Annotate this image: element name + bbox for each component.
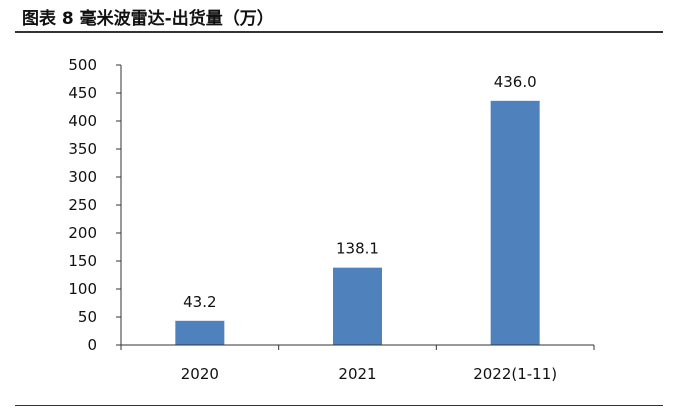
x-tick-label: 2021	[338, 365, 376, 383]
data-label: 43.2	[183, 293, 216, 311]
y-tick-label: 500	[68, 56, 97, 74]
y-tick-label: 200	[68, 224, 97, 242]
bottom-rule	[15, 405, 663, 406]
figure-title: 图表 8 毫米波雷达-出货量（万）	[22, 9, 274, 29]
y-tick-label: 450	[68, 84, 97, 102]
data-label: 138.1	[336, 240, 379, 258]
y-axis: 0 50 100 150 200 250 300 350 400 450 500	[68, 56, 122, 354]
bars: 43.2 138.1 436.0	[175, 73, 540, 345]
bar-2021	[333, 267, 382, 345]
bar-2020	[175, 320, 225, 345]
y-tick-label: 100	[68, 280, 97, 298]
x-axis: 2020 2021 2022(1-11)	[120, 344, 595, 383]
x-tick-label: 2022(1-11)	[473, 365, 557, 383]
data-label: 436.0	[494, 73, 537, 91]
y-tick-label: 300	[68, 168, 97, 186]
y-tick-label: 0	[87, 336, 97, 354]
bar-2022(1-11)	[490, 100, 540, 345]
top-rule	[15, 31, 663, 33]
x-tick-label: 2020	[181, 365, 219, 383]
y-tick-label: 350	[68, 140, 97, 158]
y-tick-label: 400	[68, 112, 97, 130]
y-tick-label: 250	[68, 196, 97, 214]
y-tick-label: 150	[68, 252, 97, 270]
y-tick-label: 50	[78, 308, 97, 326]
